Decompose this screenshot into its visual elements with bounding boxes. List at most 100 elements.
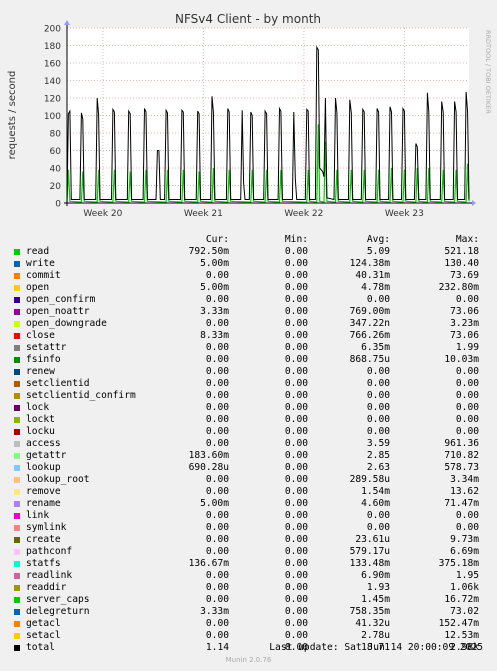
y-tick-label: 0 [55, 200, 61, 210]
legend-swatch [14, 357, 20, 363]
legend-cur: 0.00 [205, 546, 229, 557]
legend-cur: 0.00 [205, 378, 229, 389]
legend-row-close: close 8.33m 0.00 766.26m 73.06 [14, 330, 484, 342]
legend-cur: 0.00 [205, 522, 229, 533]
legend-avg: 23.61u [355, 534, 390, 545]
legend-swatch [14, 333, 20, 339]
legend-min: 0.00 [284, 306, 308, 317]
y-tick-label: 40 [50, 165, 62, 175]
legend-max: 6.69m [450, 546, 479, 557]
legend-max: 3.34m [450, 474, 479, 485]
legend-cur: 3.33m [200, 306, 229, 317]
legend-avg: 769.00m [349, 306, 390, 317]
legend-swatch [14, 285, 20, 291]
x-axis-arrow [472, 200, 476, 206]
legend-name: lookup_root [26, 474, 90, 485]
legend-avg: 0.00 [366, 510, 390, 521]
legend-min: 0.00 [284, 402, 308, 413]
legend-avg: 4.60m [361, 498, 390, 509]
legend-min: 0.00 [284, 534, 308, 545]
legend-avg: 3.59 [366, 438, 390, 449]
legend-name: getattr [26, 450, 67, 461]
legend-min: 0.00 [284, 294, 308, 305]
legend-cur: 0.00 [205, 354, 229, 365]
y-tick-label: 200 [44, 25, 61, 35]
legend-cur: 3.33m [200, 606, 229, 617]
legend-min: 0.00 [284, 462, 308, 473]
legend-swatch [14, 441, 20, 447]
legend-header-avg: Avg: [366, 234, 390, 245]
legend-max: 12.53m [444, 630, 479, 641]
legend-header-cur: Cur: [205, 234, 229, 245]
legend-avg: 0.00 [366, 366, 390, 377]
legend-row-setattr: setattr 0.00 0.00 6.35m 1.99 [14, 342, 484, 354]
legend-cur: 690.28u [188, 462, 229, 473]
legend-name: setacl [26, 630, 61, 641]
legend-min: 0.00 [284, 606, 308, 617]
legend-row-readlink: readlink 0.00 0.00 6.90m 1.95 [14, 570, 484, 582]
legend-min: 0.00 [284, 546, 308, 557]
legend-avg: 6.35m [361, 342, 390, 353]
legend-swatch [14, 321, 20, 327]
legend-max: 961.36 [444, 438, 479, 449]
legend-row-delegreturn: delegreturn 3.33m 0.00 758.35m 73.02 [14, 606, 484, 618]
legend-row-statfs: statfs 136.67m 0.00 133.48m 375.18m [14, 558, 484, 570]
legend-swatch [14, 585, 20, 591]
y-tick-label: 80 [50, 130, 62, 140]
legend-max: 710.82 [444, 450, 479, 461]
legend-name: delegreturn [26, 606, 90, 617]
legend-swatch [14, 273, 20, 279]
legend-name: write [26, 258, 55, 269]
legend-cur: 8.33m [200, 330, 229, 341]
legend-row-lookup: lookup 690.28u 0.00 2.63 578.73 [14, 462, 484, 474]
legend-swatch [14, 561, 20, 567]
legend-row-access: access 0.00 0.00 3.59 961.36 [14, 438, 484, 450]
legend-row-read: read 792.50m 0.00 5.09 521.18 [14, 246, 484, 258]
legend-name: remove [26, 486, 61, 497]
legend-row-server_caps: server_caps 0.00 0.00 1.45m 16.72m [14, 594, 484, 606]
legend-avg: 766.26m [349, 330, 390, 341]
legend-avg: 0.00 [366, 414, 390, 425]
legend-name: setattr [26, 342, 67, 353]
y-tick-label: 60 [50, 147, 62, 157]
legend-cur: 0.00 [205, 426, 229, 437]
legend-name: readdir [26, 582, 67, 593]
legend-avg: 0.00 [366, 402, 390, 413]
legend-cur: 0.00 [205, 342, 229, 353]
legend-avg: 4.78m [361, 282, 390, 293]
legend-min: 0.00 [284, 474, 308, 485]
legend-max: 375.18m [438, 558, 479, 569]
x-tick-label: Week 22 [284, 209, 323, 219]
legend-max: 521.18 [444, 246, 479, 257]
legend-swatch [14, 501, 20, 507]
legend-avg: 2.78u [361, 630, 390, 641]
legend-name: open_noattr [26, 306, 90, 317]
legend-min: 0.00 [284, 522, 308, 533]
legend-max: 130.40 [444, 258, 479, 269]
legend-cur: 1.14 [205, 642, 229, 653]
legend-name: getacl [26, 618, 61, 629]
legend-cur: 0.00 [205, 414, 229, 425]
legend-avg: 40.31m [355, 270, 390, 281]
legend-max: 73.06 [450, 306, 479, 317]
legend-cur: 0.00 [205, 570, 229, 581]
legend-min: 0.00 [284, 510, 308, 521]
legend-max: 73.02 [450, 606, 479, 617]
legend-max: 9.73m [450, 534, 479, 545]
legend-avg: 1.54m [361, 486, 390, 497]
y-tick-label: 160 [44, 60, 61, 70]
legend-name: readlink [26, 570, 73, 581]
legend-swatch [14, 453, 20, 459]
legend-avg: 41.32u [355, 618, 390, 629]
legend-cur: 5.00m [200, 282, 229, 293]
legend-cur: 0.00 [205, 486, 229, 497]
legend-min: 0.00 [284, 438, 308, 449]
chart-title: NFSv4 Client - by month [175, 12, 321, 26]
y-tick-label: 120 [44, 95, 61, 105]
legend-min: 0.00 [284, 498, 308, 509]
last-update: Last update: Sat Jun 14 20:00:09 2025 [269, 642, 483, 653]
y-tick-label: 180 [44, 42, 61, 52]
legend-cur: 0.00 [205, 390, 229, 401]
legend-max: 0.00 [455, 402, 479, 413]
legend-avg: 6.90m [361, 570, 390, 581]
